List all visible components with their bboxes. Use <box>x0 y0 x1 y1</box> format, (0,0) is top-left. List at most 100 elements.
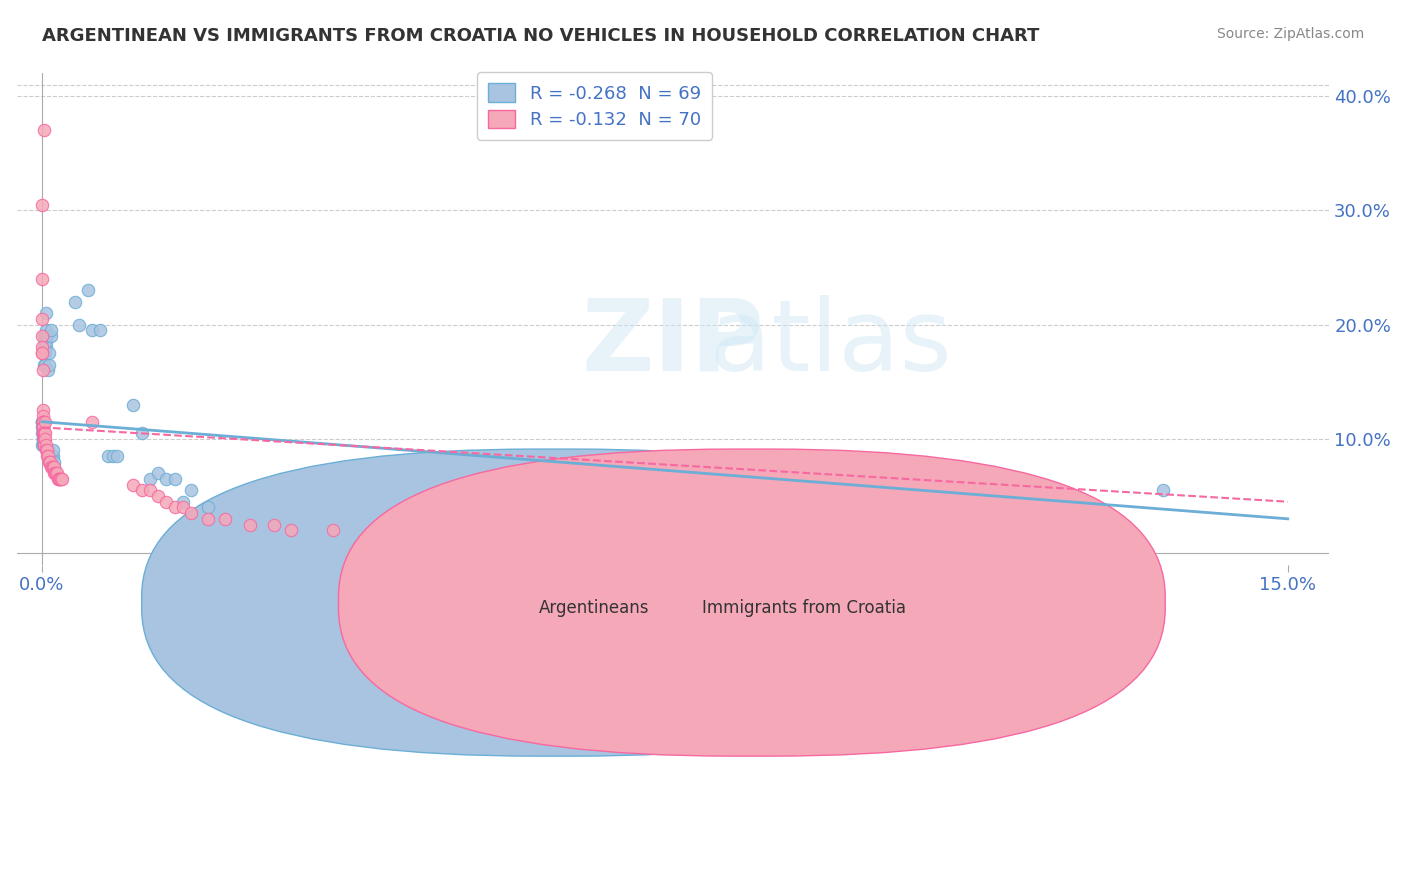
Point <box>45 466 67 480</box>
Point <box>31 341 53 355</box>
Point <box>37 449 59 463</box>
Point <box>41 460 63 475</box>
Text: Immigrants from Croatia: Immigrants from Croatia <box>703 599 907 617</box>
Point <box>32 415 55 429</box>
Point <box>39 455 62 469</box>
Point <box>37 443 59 458</box>
Point <box>163 500 186 515</box>
Point <box>34 358 56 372</box>
Point <box>35 323 58 337</box>
Point <box>31 346 53 360</box>
Point <box>31 415 53 429</box>
Point <box>44 466 66 480</box>
Point <box>122 398 145 412</box>
Point <box>32 426 55 441</box>
Point <box>32 415 55 429</box>
Point <box>31 329 53 343</box>
Point <box>32 346 55 360</box>
Point <box>31 415 53 429</box>
Point <box>97 449 120 463</box>
Point <box>32 432 55 446</box>
Point <box>32 432 55 446</box>
Point <box>39 460 62 475</box>
Point <box>34 346 56 360</box>
Point <box>31 346 53 360</box>
Point <box>32 415 55 429</box>
Point <box>38 455 60 469</box>
Point <box>35 329 58 343</box>
Point <box>31 415 53 429</box>
Point <box>148 466 170 480</box>
Point <box>44 466 66 480</box>
Point <box>163 472 186 486</box>
Point <box>34 432 56 446</box>
Text: Source: ZipAtlas.com: Source: ZipAtlas.com <box>1216 27 1364 41</box>
Point <box>31 437 53 451</box>
Point <box>32 415 55 429</box>
Text: Argentineans: Argentineans <box>538 599 650 617</box>
Point <box>31 415 53 429</box>
Point <box>41 449 63 463</box>
Point <box>34 334 56 349</box>
Point <box>32 432 55 446</box>
Point <box>37 363 59 377</box>
Point <box>48 472 70 486</box>
Point <box>32 426 55 441</box>
Point <box>67 318 90 332</box>
Point <box>45 466 67 480</box>
Point <box>32 432 55 446</box>
Point <box>51 472 73 486</box>
Point <box>32 415 55 429</box>
Point <box>180 483 202 498</box>
Point <box>35 306 58 320</box>
Point <box>38 449 60 463</box>
Point <box>34 426 56 441</box>
Point <box>48 472 70 486</box>
Point <box>31 420 53 434</box>
Point <box>32 426 55 441</box>
Point <box>39 329 62 343</box>
Point <box>38 346 60 360</box>
Point <box>197 500 219 515</box>
Point <box>101 449 124 463</box>
Point <box>32 432 55 446</box>
Point <box>34 329 56 343</box>
Point <box>41 449 63 463</box>
Point <box>31 415 53 429</box>
Point <box>280 523 302 537</box>
FancyBboxPatch shape <box>142 449 969 756</box>
Point <box>180 506 202 520</box>
Point <box>32 432 55 446</box>
Legend: R = -0.268  N = 69, R = -0.132  N = 70: R = -0.268 N = 69, R = -0.132 N = 70 <box>477 72 711 140</box>
Point <box>238 517 260 532</box>
Point <box>122 477 145 491</box>
Point <box>322 523 344 537</box>
Point <box>39 449 62 463</box>
Text: ZIP: ZIP <box>582 295 765 392</box>
Point <box>35 443 58 458</box>
Point <box>172 494 194 508</box>
Point <box>131 426 153 441</box>
Point <box>139 472 162 486</box>
Point <box>63 294 86 309</box>
Point <box>38 455 60 469</box>
Point <box>31 363 53 377</box>
Point <box>32 420 55 434</box>
Point <box>155 494 177 508</box>
Point <box>49 472 72 486</box>
Point <box>32 358 55 372</box>
Point <box>37 443 59 458</box>
Point <box>32 432 55 446</box>
Point <box>32 420 55 434</box>
Point <box>35 437 58 451</box>
Point <box>131 483 153 498</box>
Point <box>32 437 55 451</box>
Point <box>32 426 55 441</box>
Point <box>139 483 162 498</box>
Point <box>32 420 55 434</box>
Point <box>172 500 194 515</box>
Point <box>32 432 55 446</box>
Point <box>31 415 53 429</box>
Point <box>31 420 53 434</box>
Point <box>31 197 53 211</box>
